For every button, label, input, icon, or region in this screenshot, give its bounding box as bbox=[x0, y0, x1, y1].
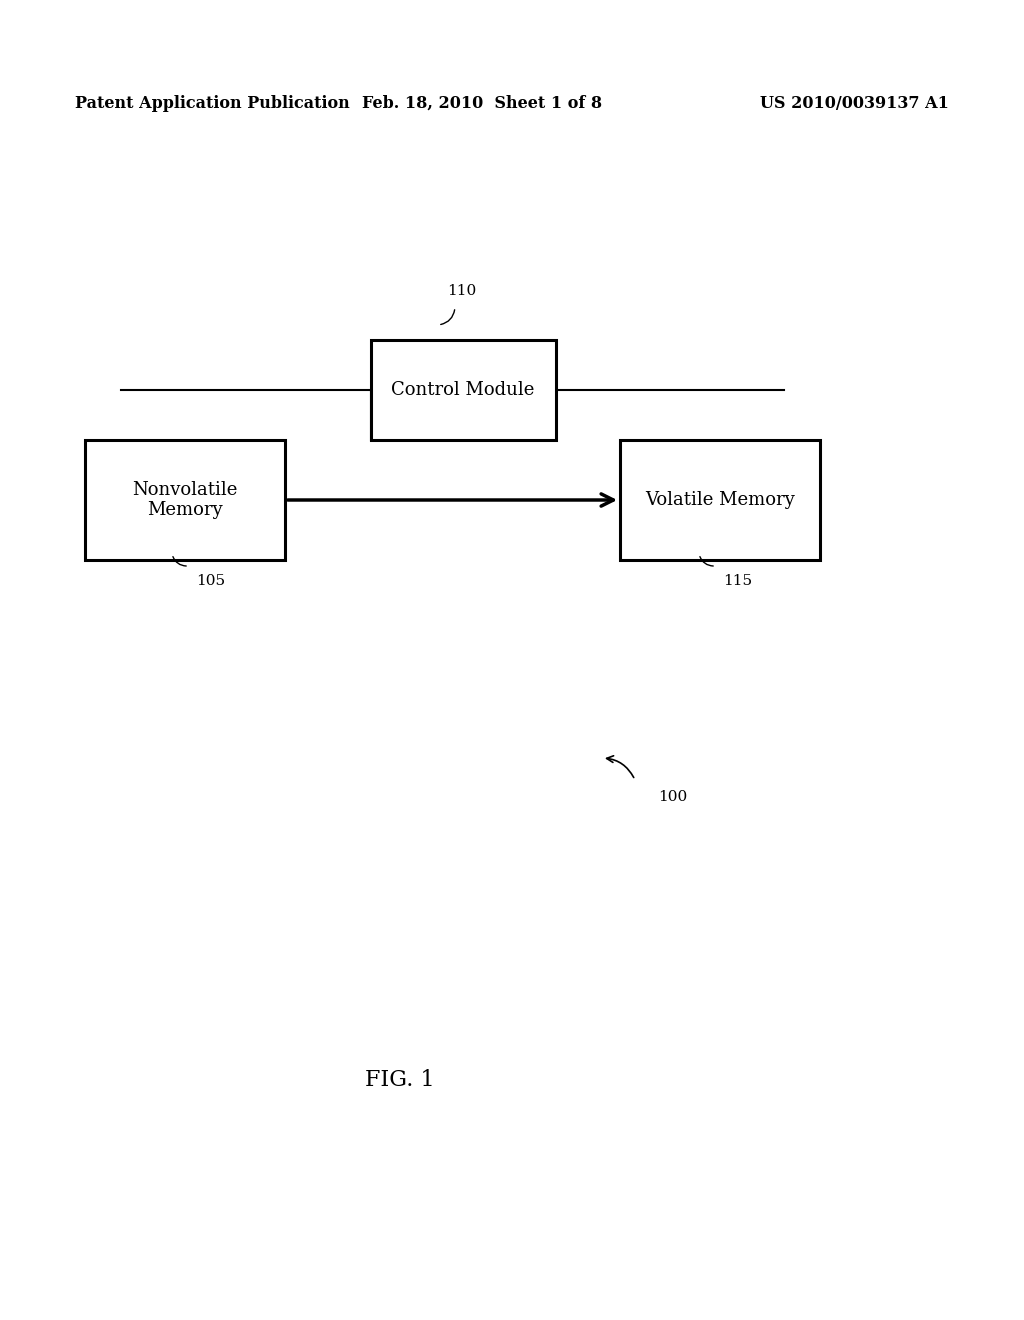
Text: Feb. 18, 2010  Sheet 1 of 8: Feb. 18, 2010 Sheet 1 of 8 bbox=[361, 95, 602, 111]
Text: 115: 115 bbox=[723, 574, 752, 587]
Bar bbox=[85, 440, 285, 560]
Text: Nonvolatile
Memory: Nonvolatile Memory bbox=[132, 480, 238, 519]
Text: 110: 110 bbox=[447, 284, 476, 298]
Bar bbox=[620, 440, 820, 560]
Text: FIG. 1: FIG. 1 bbox=[366, 1069, 435, 1092]
Bar bbox=[371, 341, 555, 440]
Text: Patent Application Publication: Patent Application Publication bbox=[75, 95, 350, 111]
Text: 100: 100 bbox=[658, 789, 687, 804]
Text: Control Module: Control Module bbox=[391, 381, 535, 399]
Text: Volatile Memory: Volatile Memory bbox=[645, 491, 795, 510]
Text: US 2010/0039137 A1: US 2010/0039137 A1 bbox=[760, 95, 949, 111]
Text: 105: 105 bbox=[196, 574, 225, 587]
